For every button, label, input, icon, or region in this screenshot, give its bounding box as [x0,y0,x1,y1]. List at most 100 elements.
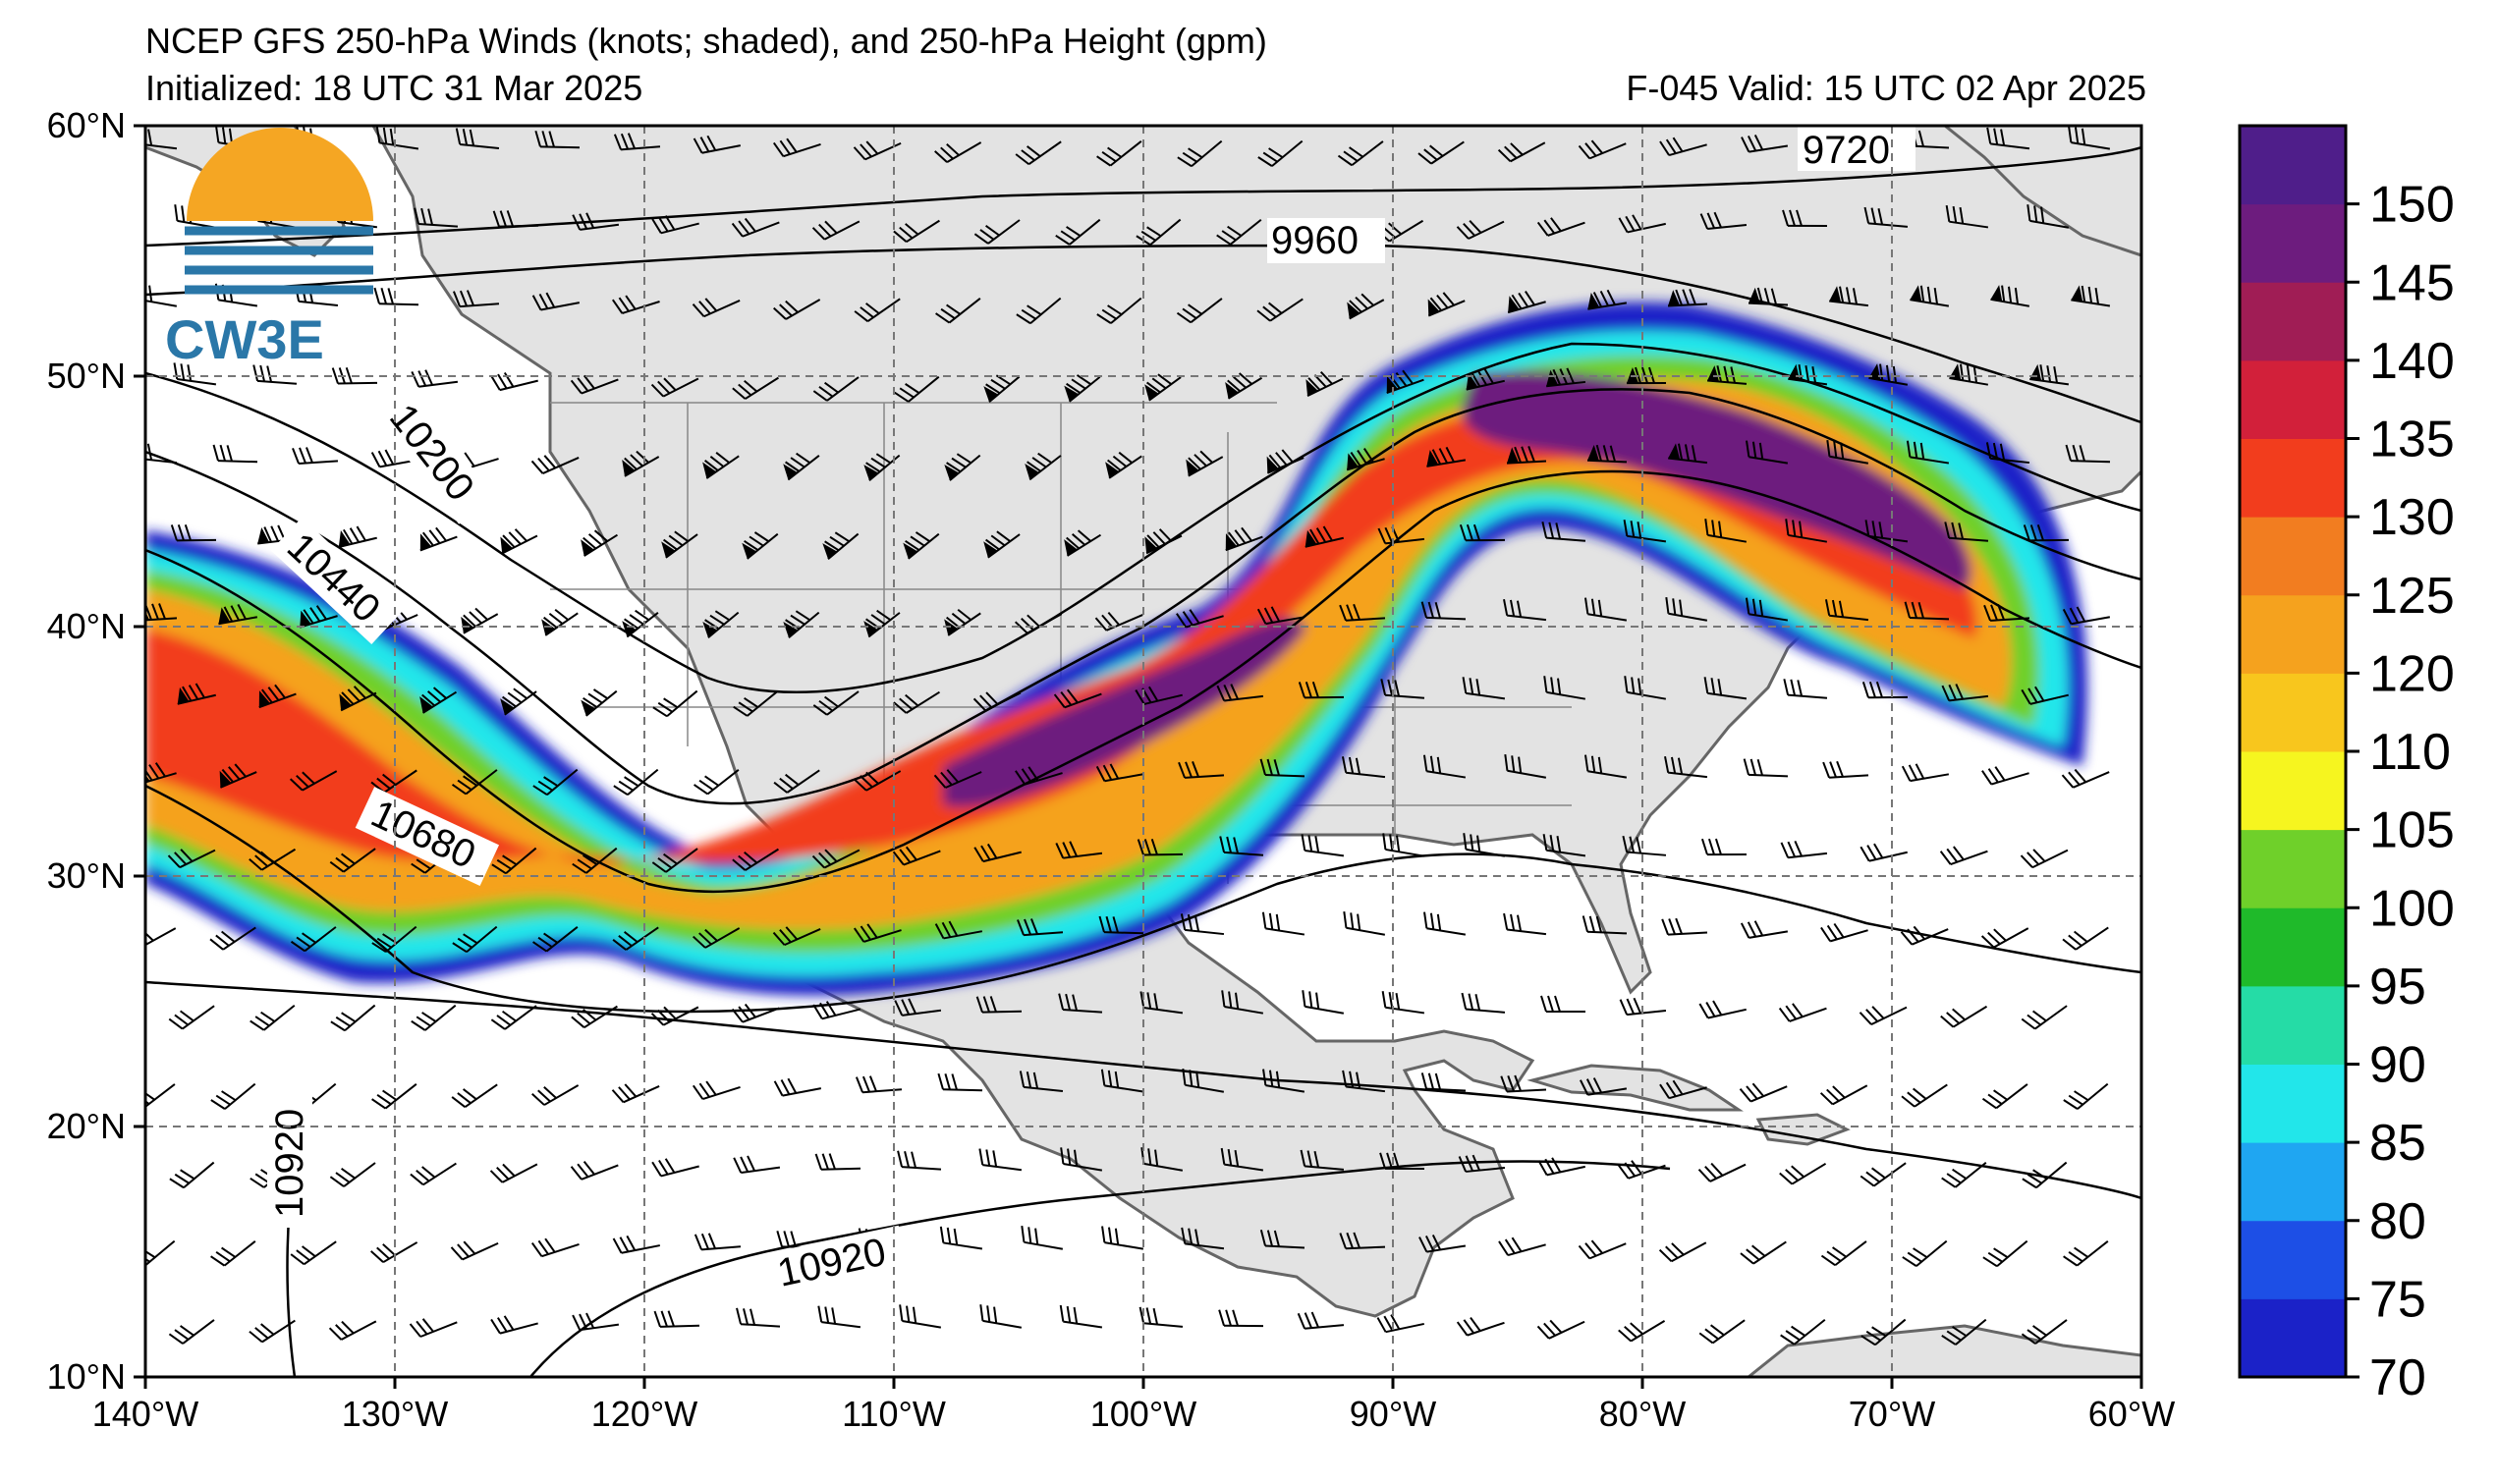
wind-barb [1498,1237,1546,1257]
wind-barb [611,1083,660,1104]
wind-barb [1824,599,1869,622]
wind-barb [1221,990,1264,1015]
wind-barb [1423,911,1467,936]
wind-barb [812,690,860,716]
colorbar-swatch [2240,1298,2346,1378]
map-grid [145,126,2141,1377]
wind-barb [1506,446,1547,465]
wind-barb [1820,1240,1867,1267]
colorbar-label: 120 [2369,645,2455,702]
wind-barb [2063,1082,2109,1110]
colorbar-swatch [2240,126,2346,205]
wind-barb [1536,1319,1585,1340]
lat-label: 30°N [47,855,126,896]
wind-barb [1546,367,1586,388]
wind-barb [1741,134,1789,153]
wind-barb [1176,609,1224,629]
wind-barb [1257,139,1304,167]
wind-barb [1466,368,1505,391]
wind-barb [773,769,820,794]
wind-barb [1016,297,1062,325]
colorbar-swatch [2240,985,2346,1065]
wind-barb [1262,1069,1305,1093]
wind-barb [1906,440,1950,465]
wind-barb [1990,285,2030,307]
wind-barb [532,926,579,953]
wind-barb [939,1226,983,1250]
wind-barb [772,137,821,158]
wind-barb [1261,911,1305,936]
wind-barb [1225,372,1263,400]
wind-barb [1376,1314,1424,1334]
colorbar-label: 100 [2369,880,2455,937]
wind-barb [934,920,983,940]
colorbar-label: 70 [2369,1349,2426,1406]
colorbar-label: 125 [2369,568,2455,625]
wind-barb [1902,1239,1948,1267]
wind-barb [419,687,458,714]
wind-barb [419,526,458,552]
colorbar-swatch [2240,517,2346,596]
wind-barb [944,453,981,481]
wind-barb [581,688,618,717]
wind-barb [1945,204,1989,229]
wind-barb [651,215,699,235]
wind-barb [1861,681,1909,699]
wind-barb [973,219,1021,245]
wind-barb [1342,1070,1386,1093]
wind-barb [1940,1005,1988,1028]
wind-barb [1707,365,1748,385]
wind-barb [1819,1084,1868,1106]
wind-barb [1139,991,1184,1015]
wind-barb [145,1239,176,1268]
wind-barb [292,447,339,466]
wind-barb [210,1082,256,1110]
wind-barb [168,1005,215,1030]
contour-label-10920-west: 10920 [268,1109,311,1218]
colorbar-label: 135 [2369,412,2455,468]
wind-barb [1461,992,1506,1014]
wind-barb [1219,836,1264,856]
wind-barb [530,455,580,475]
wind-barb [491,847,537,875]
wind-barb [692,298,741,318]
wind-barb [1339,1232,1386,1250]
wind-barb [1658,1241,1707,1263]
wind-barb [1698,1000,1747,1019]
colorbar-swatch [2240,438,2346,518]
wind-barb [1780,840,1828,859]
wind-barb [1667,289,1708,307]
wind-barb [411,1004,457,1031]
wind-barb [1582,915,1628,935]
wind-barb [1055,841,1103,859]
wind-barb [1583,597,1628,622]
wind-barb [1868,363,1909,386]
wind-barb [461,607,499,634]
wind-barb [1901,1083,1948,1108]
wind-barb [1785,519,1828,543]
wind-barb [258,684,297,709]
wind-barb [1504,754,1547,779]
valid-time: F-045 Valid: 15 UTC 02 Apr 2025 [1626,68,2146,108]
wind-barb [733,1155,781,1175]
wind-barb [1661,917,1708,936]
wind-barb [612,1235,661,1254]
wind-barb [613,133,661,151]
wind-barb [330,1004,376,1032]
wind-barb [934,141,982,163]
wind-barb [772,926,821,947]
wind-barb [1659,137,1707,157]
wind-barb [733,689,779,717]
wind-barb [1225,526,1263,552]
wind-barb [1783,679,1828,699]
lat-labels: 10°N 20°N 30°N 40°N 50°N 60°N [47,105,126,1397]
wind-barb [1900,925,1949,946]
wind-barb [1739,1082,1788,1103]
wind-barb [1182,1069,1225,1093]
wind-barb [1822,760,1869,779]
wind-barb [650,1006,699,1026]
wind-barb [1859,1006,1908,1025]
wind-barb [534,130,581,149]
wind-barb [651,848,698,873]
wind-barb [338,525,377,548]
